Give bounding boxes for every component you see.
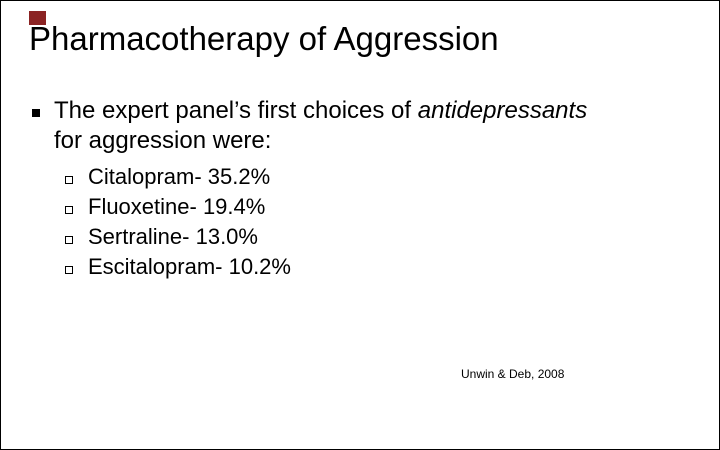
hollow-square-bullet-icon [65, 266, 73, 274]
hollow-square-bullet-icon [65, 236, 73, 244]
sub-bullet-list: Citalopram- 35.2% Fluoxetine- 19.4% Sert… [65, 162, 685, 282]
main-bullet-text: The expert panel’s first choices of anti… [54, 96, 704, 156]
sub-bullet-label: Fluoxetine- 19.4% [88, 194, 266, 219]
list-item: Fluoxetine- 19.4% [65, 192, 685, 222]
list-item: Sertraline- 13.0% [65, 222, 685, 252]
filled-square-bullet-icon [32, 109, 40, 117]
list-item: Citalopram- 35.2% [65, 162, 685, 192]
main-bullet-row: The expert panel’s first choices of anti… [32, 96, 704, 156]
list-item: Escitalopram- 10.2% [65, 252, 685, 282]
main-bullet-line1: The expert panel’s first choices of anti… [54, 96, 704, 126]
sub-bullet-label: Escitalopram- 10.2% [88, 254, 291, 279]
citation-text: Unwin & Deb, 2008 [461, 367, 565, 381]
accent-square-icon [29, 11, 46, 25]
main-bullet-line1-italic: antidepressants [417, 97, 588, 124]
sub-bullet-label: Citalopram- 35.2% [88, 164, 271, 189]
main-bullet-line2: for aggression were: [54, 127, 272, 154]
page-title: Pharmacotherapy of Aggression [29, 20, 499, 57]
hollow-square-bullet-icon [65, 206, 73, 214]
sub-bullet-label: Sertraline- 13.0% [88, 224, 258, 249]
main-bullet-line1-prefix: The expert panel’s first choices of [54, 97, 418, 124]
hollow-square-bullet-icon [65, 176, 73, 184]
